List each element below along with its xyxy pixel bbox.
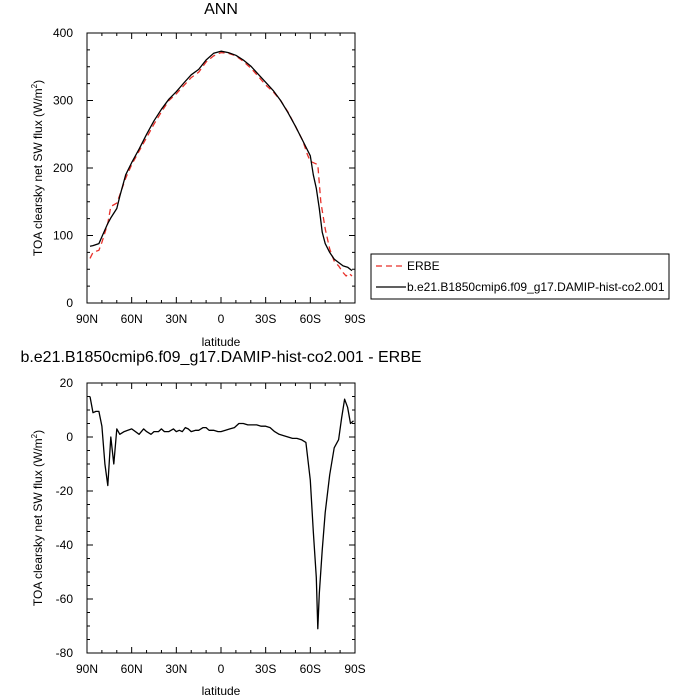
climatology-xtick-label: 0: [218, 312, 225, 326]
difference-x-axis-label: latitude: [202, 684, 241, 698]
climatology-xtick-label: 60S: [300, 312, 321, 326]
climatology-ticks: 90N 60N 30N 0 30S 60S 90S 0 100 200 300 400: [53, 26, 366, 326]
climatology-ytick-label: 400: [53, 26, 73, 40]
difference-y-label-end: ): [31, 430, 45, 434]
difference-ticks: 90N 60N 30N 0 30S 60S 90S -80 -60 -40 -20 0 20: [56, 376, 366, 676]
difference-y-axis-label: TOA clearsky net SW flux (W/m2): [30, 430, 45, 606]
climatology-xtick-label: 60N: [121, 312, 143, 326]
legend: ERBE b.e21.B1850cmip6.f09_g17.DAMIP-hist…: [370, 253, 670, 300]
difference-ytick-label: 20: [60, 376, 74, 390]
difference-y-label-sup: 2: [30, 433, 39, 438]
climatology-title: ANN: [204, 1, 238, 18]
legend-label-model: b.e21.B1850cmip6.f09_g17.DAMIP-hist-co2.…: [407, 280, 665, 294]
climatology-panel: ANN 90N 60N 30N 0 30S 60S 90S 0 100 200 300 400 lat…: [30, 1, 670, 349]
difference-title: b.e21.B1850cmip6.f09_g17.DAMIP-hist-co2.…: [20, 349, 421, 366]
difference-xtick-label: 30S: [255, 662, 276, 676]
legend-box: [370, 253, 670, 300]
difference-ytick-label: 0: [66, 430, 73, 444]
difference-series-line-difference: [89, 396, 354, 630]
difference-ytick-label: -60: [56, 592, 74, 606]
climatology-ytick-label: 200: [53, 161, 73, 175]
climatology-plot-frame: [86, 32, 356, 304]
difference-xtick-label: 90S: [344, 662, 365, 676]
climatology-series-line-erbe: [89, 51, 353, 277]
difference-panel: b.e21.B1850cmip6.f09_g17.DAMIP-hist-co2.…: [20, 349, 421, 698]
climatology-x-axis-label: latitude: [202, 335, 241, 349]
climatology-xtick-label: 30N: [165, 312, 187, 326]
difference-xtick-label: 60S: [300, 662, 321, 676]
difference-plot-area: [89, 396, 354, 630]
climatology-xtick-label: 30S: [255, 312, 276, 326]
climatology-y-label-end: ): [31, 80, 45, 84]
legend-label-erbe: ERBE: [407, 259, 440, 273]
difference-ytick-label: -40: [56, 538, 74, 552]
difference-ytick-label: -80: [56, 646, 74, 660]
difference-xtick-label: 0: [218, 662, 225, 676]
climatology-plot-area: [89, 50, 353, 277]
difference-y-label-main: TOA clearsky net SW flux (W/m: [31, 438, 45, 606]
difference-xtick-label: 90N: [76, 662, 98, 676]
difference-ytick-label: -20: [56, 484, 74, 498]
climatology-y-label-sup: 2: [30, 83, 39, 88]
climatology-xtick-label: 90S: [344, 312, 365, 326]
climatology-xtick-label: 90N: [76, 312, 98, 326]
climatology-series-line-model: [89, 50, 353, 272]
climatology-y-label-main: TOA clearsky net SW flux (W/m: [31, 88, 45, 256]
climatology-ytick-label: 300: [53, 94, 73, 108]
difference-xtick-label: 60N: [121, 662, 143, 676]
difference-xtick-label: 30N: [165, 662, 187, 676]
difference-plot-frame: [86, 382, 356, 654]
climatology-ytick-label: 0: [66, 296, 73, 310]
climatology-y-axis-label: TOA clearsky net SW flux (W/m2): [30, 80, 45, 256]
climatology-ytick-label: 100: [53, 229, 73, 243]
